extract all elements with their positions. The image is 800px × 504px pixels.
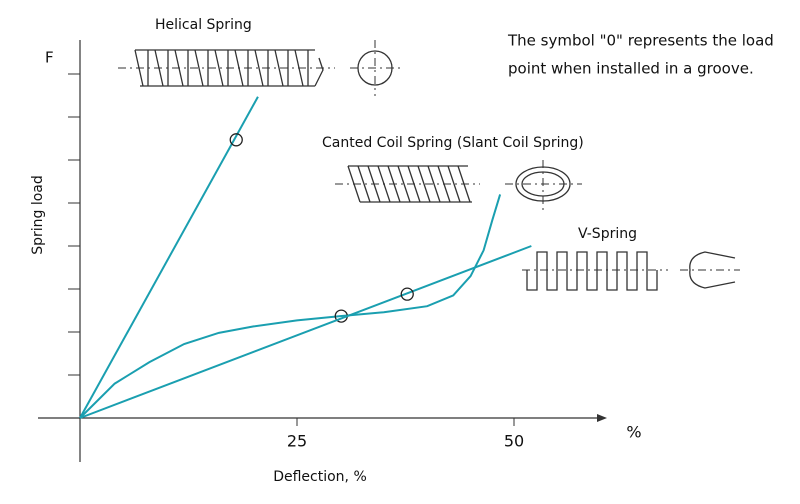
load-point (229, 133, 243, 147)
x-tick-label: 25 (287, 432, 307, 451)
v-section (689, 251, 736, 289)
series-label: V-Spring (578, 226, 637, 242)
annotation: The symbol "0" represents the load (507, 32, 774, 50)
series-line (79, 194, 502, 419)
illustrations (118, 40, 740, 291)
v-spring (526, 251, 658, 291)
series-line (79, 245, 532, 419)
x-unit: % (626, 423, 641, 442)
series-line (79, 96, 259, 419)
x-tick-label: 50 (504, 432, 524, 451)
x-axis-arrow (597, 414, 607, 422)
annotation: point when installed in a groove. (508, 60, 754, 78)
x-axis-label: Deflection, % (273, 469, 367, 485)
series-label: Helical Spring (155, 17, 252, 33)
canted-coil (347, 165, 472, 203)
y-symbol: F (45, 49, 54, 67)
series-label: Canted Coil Spring (Slant Coil Spring) (322, 135, 584, 151)
y-axis-label: Spring load (30, 175, 46, 255)
load-point (400, 287, 414, 301)
helical-coil (134, 49, 324, 87)
